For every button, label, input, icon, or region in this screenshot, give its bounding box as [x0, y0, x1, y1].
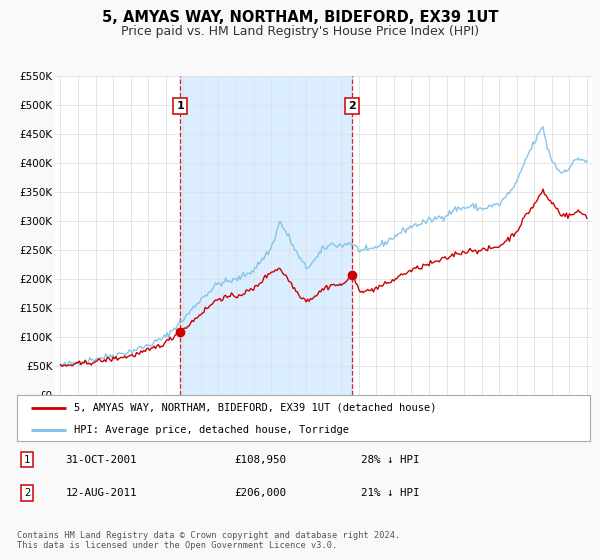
Text: £108,950: £108,950	[235, 455, 287, 465]
Text: 2: 2	[348, 101, 356, 111]
Text: 5, AMYAS WAY, NORTHAM, BIDEFORD, EX39 1UT: 5, AMYAS WAY, NORTHAM, BIDEFORD, EX39 1U…	[102, 10, 498, 25]
Text: 1: 1	[176, 101, 184, 111]
Text: 2: 2	[24, 488, 30, 498]
Text: 28% ↓ HPI: 28% ↓ HPI	[361, 455, 419, 465]
Text: HPI: Average price, detached house, Torridge: HPI: Average price, detached house, Torr…	[74, 425, 349, 435]
Text: 21% ↓ HPI: 21% ↓ HPI	[361, 488, 419, 498]
Text: Contains HM Land Registry data © Crown copyright and database right 2024.
This d: Contains HM Land Registry data © Crown c…	[17, 531, 400, 550]
Text: 5, AMYAS WAY, NORTHAM, BIDEFORD, EX39 1UT (detached house): 5, AMYAS WAY, NORTHAM, BIDEFORD, EX39 1U…	[74, 403, 437, 413]
Text: £206,000: £206,000	[235, 488, 287, 498]
Text: 31-OCT-2001: 31-OCT-2001	[65, 455, 137, 465]
Bar	[181, 76, 352, 395]
Text: Price paid vs. HM Land Registry's House Price Index (HPI): Price paid vs. HM Land Registry's House …	[121, 25, 479, 38]
Text: 1: 1	[24, 455, 30, 465]
Text: 12-AUG-2011: 12-AUG-2011	[65, 488, 137, 498]
